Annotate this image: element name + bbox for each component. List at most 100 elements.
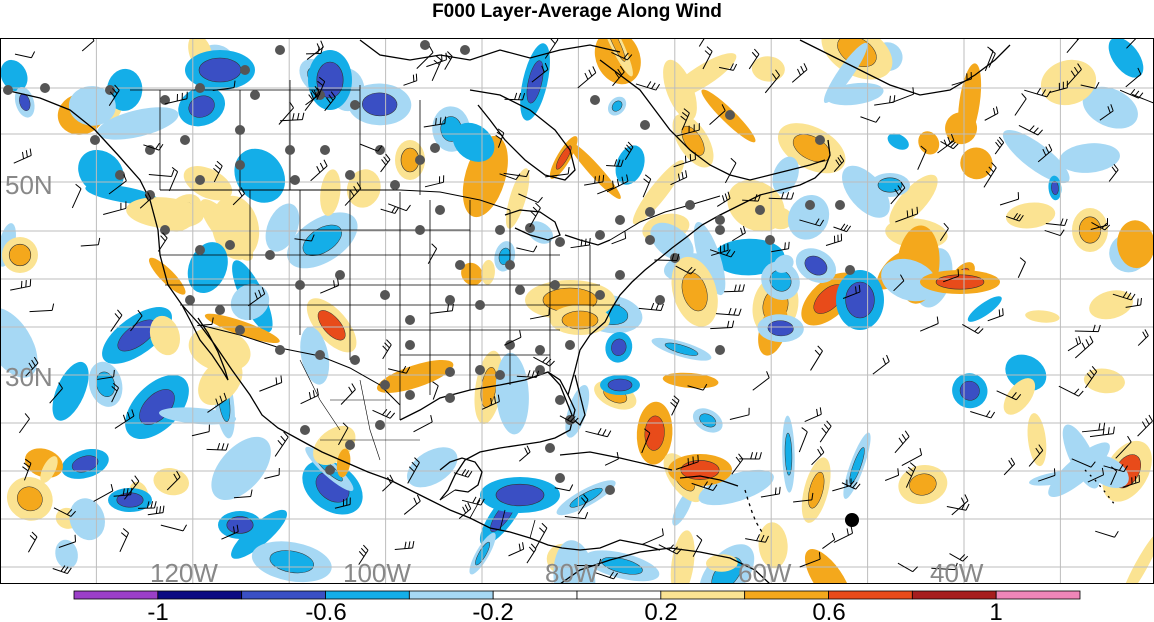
wind-barb	[917, 145, 927, 170]
wind-barb-shaft	[108, 180, 127, 195]
wind-barb-feather	[775, 69, 780, 76]
wind-barb-shaft	[691, 482, 714, 492]
wind-barb-feather	[912, 87, 915, 95]
wind-barb-shaft	[103, 207, 127, 216]
wind-barb	[692, 534, 703, 557]
wind-barb-shaft	[526, 548, 537, 564]
wind-barb	[545, 166, 570, 178]
wind-barb-feather	[855, 286, 857, 294]
wind-barb-feather	[384, 342, 390, 349]
anomaly-contour-inner	[526, 60, 544, 104]
wind-barb-feather	[1019, 214, 1024, 222]
wind-barb-feather	[721, 104, 726, 111]
wind-barb-feather	[899, 274, 905, 282]
wind-barb	[13, 148, 32, 164]
wind-barb-feather	[786, 192, 790, 200]
wind-barb-shaft	[595, 572, 614, 580]
wind-barb	[718, 63, 738, 71]
wind-barb-feather	[277, 440, 283, 446]
wind-barb-feather	[225, 443, 229, 451]
wind-barb-feather	[1101, 222, 1108, 229]
station-marker	[160, 95, 170, 105]
anomaly-contour-inner	[769, 269, 792, 292]
anomaly-contour	[1082, 86, 1138, 129]
wind-barb-feather	[837, 157, 843, 164]
wind-barb-feather	[570, 416, 576, 422]
wind-barb-shaft	[324, 97, 336, 112]
wind-barb	[897, 562, 919, 573]
wind-barb-shaft	[191, 431, 210, 437]
wind-barb-shaft	[1137, 420, 1153, 437]
wind-barb-feather	[803, 63, 808, 70]
wind-barb-shaft	[833, 532, 853, 543]
wind-barb-feather	[843, 224, 849, 231]
wind-barb	[22, 458, 32, 481]
wind-barb-feather	[1141, 421, 1147, 428]
wind-barb-feather	[819, 407, 822, 415]
wind-barb-feather	[724, 193, 728, 201]
wind-barb-shaft	[358, 549, 369, 565]
wind-barb	[742, 194, 761, 202]
wind-barb	[316, 76, 326, 101]
wind-barb-shaft	[983, 167, 997, 188]
wind-barb-shaft	[119, 532, 130, 553]
wind-barb-shaft	[675, 265, 691, 275]
wind-barb	[604, 451, 619, 466]
wind-barb-feather	[904, 430, 910, 437]
anomaly-contour	[758, 522, 788, 569]
wind-barb	[612, 65, 625, 87]
wind-barb-shaft	[316, 81, 326, 101]
wind-barb	[999, 192, 1020, 206]
wind-barb	[1108, 163, 1119, 182]
wind-barb-shaft	[638, 307, 662, 312]
wind-barb-shaft	[1071, 458, 1092, 468]
anomaly-contour	[650, 222, 694, 262]
wind-barb	[791, 63, 808, 83]
wind-barb	[1014, 93, 1027, 116]
wind-barb	[575, 558, 602, 567]
wind-barb-feather	[580, 239, 583, 247]
wind-barb-feather	[110, 483, 114, 491]
wind-barb-feather	[433, 59, 440, 66]
wind-barb-feather	[901, 434, 907, 441]
wind-barb-feather	[588, 69, 593, 77]
wind-barb-feather	[97, 237, 101, 245]
wind-barb-feather	[275, 377, 278, 385]
florida	[547, 371, 586, 427]
wind-barb	[642, 174, 652, 198]
anomaly-contour	[126, 197, 204, 229]
anomaly-contour	[751, 56, 785, 82]
wind-barb	[1028, 444, 1044, 467]
wind-barb-shaft	[344, 188, 362, 206]
wind-barb	[526, 543, 537, 564]
wind-barb-feather	[897, 185, 903, 192]
wind-barb	[675, 265, 696, 275]
wind-barb-feather	[943, 222, 949, 229]
station-marker	[715, 345, 725, 355]
wind-barb-shaft	[742, 199, 759, 202]
wind-barb-shaft	[427, 248, 438, 264]
station-marker	[505, 340, 515, 350]
wind-barb-shaft	[729, 414, 750, 420]
station-marker	[215, 305, 225, 315]
wind-barb	[191, 424, 210, 437]
wind-barb-shaft	[380, 159, 391, 173]
wind-barb	[1087, 467, 1105, 483]
station-marker	[555, 395, 565, 405]
wind-barb	[278, 101, 294, 125]
wind-barb	[533, 356, 555, 367]
wind-barb-feather	[531, 370, 535, 378]
wind-barb-feather	[25, 150, 28, 158]
wind-barb	[1125, 67, 1142, 88]
wind-barb	[675, 454, 699, 470]
anomaly-contour-inner	[767, 320, 794, 337]
wind-barb-feather	[221, 443, 225, 451]
wind-barb-feather	[900, 181, 906, 189]
station-marker	[495, 225, 505, 235]
highlight-station-marker	[845, 513, 859, 527]
wind-barb-feather	[155, 506, 158, 514]
anomaly-contour	[1027, 413, 1047, 467]
station-marker	[445, 393, 455, 403]
anomaly-contour	[336, 448, 351, 478]
wind-barb-feather	[126, 488, 129, 496]
